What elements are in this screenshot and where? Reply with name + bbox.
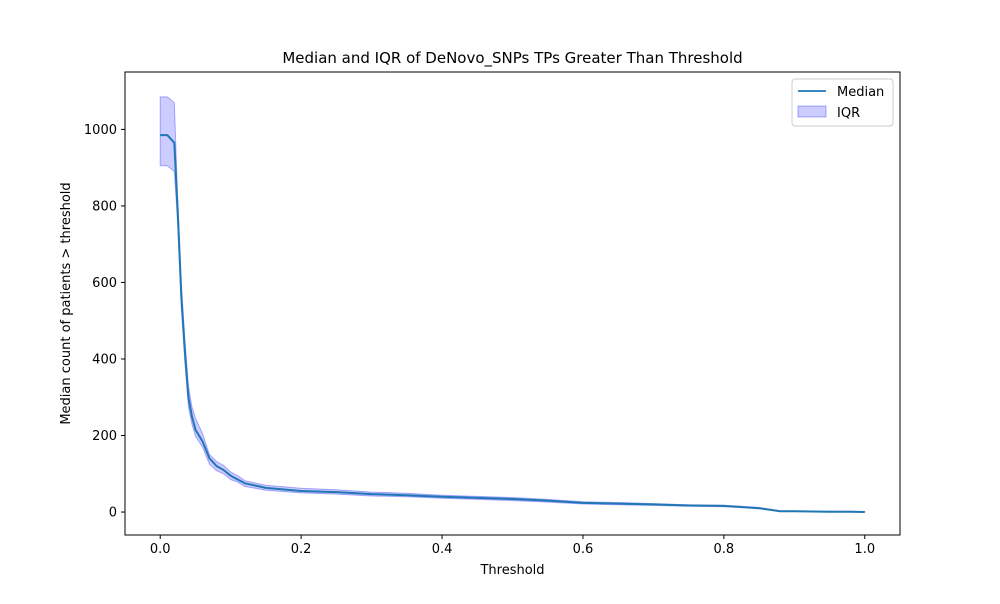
x-tick-label: 0.6 [573, 542, 594, 557]
plot-frame [124, 71, 901, 536]
x-tick-label: 0.8 [714, 542, 735, 557]
y-tick-label: 400 [92, 352, 117, 367]
y-axis-ticks: 0 200 400 600 800 1000 [84, 123, 125, 521]
x-tick-label: 0.2 [291, 542, 312, 557]
y-axis-label: Median count of patients > threshold [59, 182, 74, 424]
median-line [160, 134, 865, 513]
legend-iqr-swatch [797, 105, 827, 118]
x-tick-label: 0.4 [432, 542, 453, 557]
legend: Median IQR [791, 78, 894, 127]
chart-title: Median and IQR of DeNovo_SNPs TPs Greate… [282, 49, 742, 68]
legend-median-label: Median [837, 85, 884, 100]
x-axis-label: Threshold [479, 563, 544, 578]
y-tick-label: 0 [109, 506, 117, 521]
y-tick-label: 800 [92, 199, 117, 214]
iqr-band-layer [159, 96, 866, 513]
legend-iqr-label: IQR [837, 106, 860, 121]
x-tick-label: 1.0 [854, 542, 875, 557]
median-line-layer [160, 134, 865, 513]
iqr-band [159, 96, 866, 513]
y-tick-label: 1000 [84, 123, 117, 138]
y-tick-label: 600 [92, 276, 117, 291]
x-tick-label: 0.0 [150, 542, 171, 557]
y-tick-label: 200 [92, 429, 117, 444]
x-axis-ticks: 0.0 0.2 0.4 0.6 0.8 1.0 [150, 535, 875, 557]
